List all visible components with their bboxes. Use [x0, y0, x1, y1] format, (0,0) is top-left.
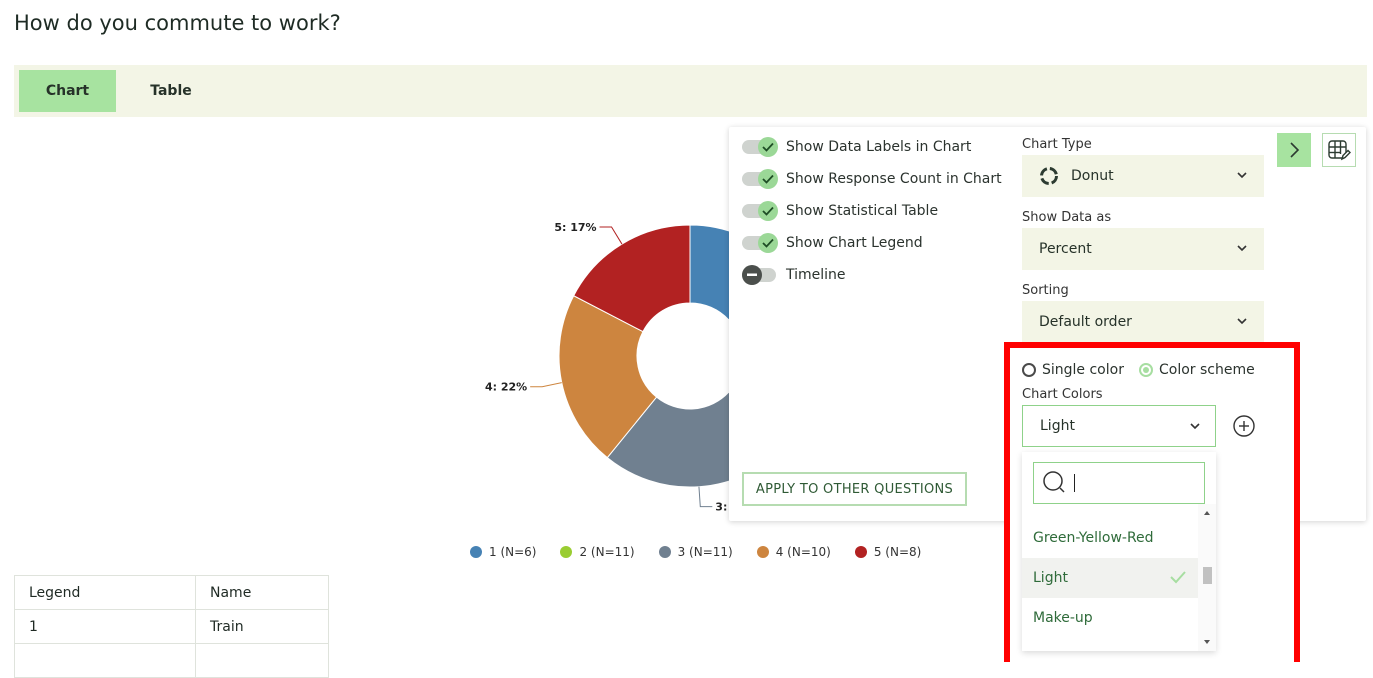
toggle-show-chart-legend[interactable]: Show Chart Legend [742, 233, 923, 253]
tab-chart[interactable]: Chart [19, 70, 116, 112]
table-edit-button[interactable] [1322, 133, 1356, 167]
legend-item[interactable]: 5 (N=8) [854, 545, 922, 559]
radio-label: Single color [1042, 362, 1124, 378]
label-leader-line [698, 486, 713, 508]
table-row: 1 Train [14, 609, 329, 644]
toggle-label: Show Statistical Table [786, 203, 939, 219]
sorting-select[interactable]: Default order [1022, 301, 1264, 343]
toggle-label: Timeline [786, 267, 846, 283]
dropdown-scrollbar[interactable] [1198, 504, 1216, 651]
view-tab-bar: Chart Table [14, 65, 1367, 117]
check-icon [758, 233, 778, 253]
toggle-timeline[interactable]: Timeline [742, 265, 846, 285]
toggle-show-statistical-table[interactable]: Show Statistical Table [742, 201, 939, 221]
show-data-as-select[interactable]: Percent [1022, 228, 1264, 270]
chart-colors-label: Chart Colors [1022, 387, 1103, 402]
toggle-label: Show Chart Legend [786, 235, 923, 251]
toggle-show-response-count[interactable]: Show Response Count in Chart [742, 169, 1002, 189]
toggle-label: Show Response Count in Chart [786, 171, 1002, 187]
legend-item[interactable]: 3 (N=11) [658, 545, 733, 559]
toggle-switch[interactable] [742, 169, 778, 189]
chart-colors-value: Light [1040, 418, 1075, 434]
sorting-value: Default order [1039, 314, 1132, 330]
table-cell: Train [195, 609, 329, 644]
data-label: 4: 22% [485, 381, 527, 394]
legend-swatch [658, 546, 671, 558]
radio-selected-icon [1139, 363, 1153, 377]
table-row [14, 643, 329, 678]
legend-swatch [560, 546, 573, 558]
page-title: How do you commute to work? [14, 11, 341, 35]
donut-icon [1039, 166, 1059, 186]
table-cell [195, 643, 329, 678]
toggle-label: Show Data Labels in Chart [786, 139, 972, 155]
color-scheme-option-selected[interactable]: Light [1022, 558, 1198, 598]
check-icon [758, 169, 778, 189]
legend-item[interactable]: 1 (N=6) [470, 545, 536, 559]
check-icon [758, 201, 778, 221]
chevron-right-icon [1287, 141, 1301, 159]
show-data-as-value: Percent [1039, 241, 1092, 257]
chart-type-value: Donut [1071, 168, 1114, 184]
legend-label: 4 (N=10) [775, 545, 831, 559]
table-header-row: Legend Name [14, 575, 329, 610]
apply-to-other-questions-button[interactable]: APPLY TO OTHER QUESTIONS [742, 472, 967, 506]
chevron-down-icon [1236, 169, 1248, 185]
text-cursor [1074, 474, 1075, 492]
toggle-switch[interactable] [742, 265, 776, 285]
tab-table[interactable]: Table [150, 83, 192, 99]
color-scheme-option[interactable]: Make-up [1033, 610, 1093, 626]
table-cell: 1 [14, 609, 196, 644]
chart-type-label: Chart Type [1022, 137, 1092, 152]
toggle-switch[interactable] [742, 201, 778, 221]
data-label: 5: 17% [554, 221, 596, 234]
legend-swatch [756, 546, 769, 558]
chevron-down-icon [1236, 242, 1248, 258]
radio-unselected-icon [1022, 363, 1036, 377]
sorting-label: Sorting [1022, 283, 1069, 298]
label-leader-line [599, 226, 623, 245]
legend-label: 3 (N=11) [677, 545, 733, 559]
label-leader-line [530, 382, 562, 388]
table-header-cell: Legend [14, 575, 196, 610]
search-icon [1042, 470, 1068, 496]
donut-slice-5[interactable] [573, 224, 691, 333]
add-color-scheme-button[interactable] [1232, 414, 1256, 438]
legend-swatch [854, 546, 867, 558]
chart-colors-select[interactable]: Light [1022, 405, 1216, 447]
legend-label: 2 (N=11) [579, 545, 635, 559]
radio-color-scheme[interactable]: Color scheme [1139, 362, 1255, 378]
check-icon [1170, 570, 1186, 588]
toggle-switch[interactable] [742, 233, 778, 253]
radio-single-color[interactable]: Single color [1022, 362, 1124, 378]
chart-type-select[interactable]: Donut [1022, 155, 1264, 197]
legend-item[interactable]: 2 (N=11) [560, 545, 635, 559]
plus-circle-icon [1233, 415, 1255, 437]
show-data-as-label: Show Data as [1022, 210, 1112, 225]
color-scheme-option[interactable]: Green-Yellow-Red [1033, 530, 1154, 546]
highlight-box [1004, 342, 1300, 662]
check-icon [758, 137, 778, 157]
option-label: Light [1033, 570, 1068, 586]
chart-colors-section: Single color Color scheme Chart Colors L… [1010, 348, 1294, 651]
minus-icon [742, 265, 762, 285]
table-header-cell: Name [195, 575, 329, 610]
donut-slice-4[interactable] [558, 295, 658, 459]
chevron-down-icon [1236, 315, 1248, 331]
legend-table: Legend Name 1 Train [14, 575, 329, 678]
legend-label: 5 (N=8) [873, 545, 922, 559]
legend-label: 1 (N=6) [489, 545, 537, 559]
color-scheme-search-input[interactable] [1033, 462, 1205, 504]
toggle-show-data-labels[interactable]: Show Data Labels in Chart [742, 137, 972, 157]
chart-colors-dropdown: Green-Yellow-Red Light Make-up [1022, 452, 1216, 651]
radio-label: Color scheme [1159, 362, 1255, 378]
chart-legend: 1 (N=6) 2 (N=11) 3 (N=11) 4 (N=10) 5 (N=… [470, 545, 921, 559]
table-cell [14, 643, 196, 678]
toggle-switch[interactable] [742, 137, 778, 157]
next-button[interactable] [1277, 133, 1311, 167]
legend-swatch [470, 546, 482, 558]
legend-item[interactable]: 4 (N=10) [756, 545, 831, 559]
chevron-down-icon [1189, 420, 1201, 436]
table-edit-icon [1327, 138, 1351, 162]
